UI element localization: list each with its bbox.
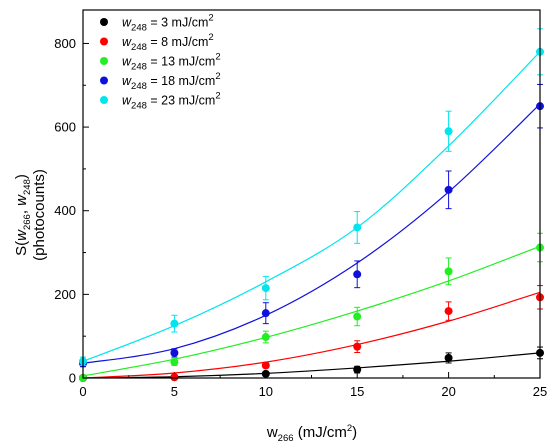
legend-entry: w248 = 18 mJ/cm2 [122,71,221,92]
data-point [353,270,362,279]
x-axis-label: w266 (mJ/cm2) [266,423,357,444]
data-point [170,348,179,357]
svg-text:(photocounts): (photocounts) [31,169,48,261]
data-point [444,127,453,136]
data-point [170,373,179,382]
fit-line [82,291,541,379]
data-point [353,365,362,374]
plot-frame [82,9,541,379]
data-point [444,353,453,362]
data-point [170,358,179,367]
legend-marker [100,18,108,26]
legend-marker [100,76,108,85]
legend-marker [100,57,108,65]
y-tick-label: 800 [54,36,76,51]
x-tick-label: 25 [533,384,547,399]
data-point [444,267,453,276]
y-tick-label: 0 [69,371,76,386]
y-tick-label: 200 [54,287,76,302]
y-tick-label: 400 [54,203,76,218]
y-axis-label: S(w266, w248) (photocounts) [13,169,48,261]
fit-line [82,352,541,379]
data-point [353,223,362,232]
legend-entry: w248 = 23 mJ/cm2 [122,91,221,112]
x-tick-label: 5 [171,384,178,399]
fit-line [82,245,541,377]
data-point [444,185,453,194]
data-point [353,312,362,321]
x-tick-label: 10 [259,384,273,399]
data-point [261,361,270,370]
legend-entry: w248 = 3 mJ/cm2 [122,13,214,34]
data-point [261,369,270,378]
data-point [261,309,270,318]
data-point [261,333,270,342]
y-tick-label: 600 [54,120,76,135]
data-point [170,319,179,328]
x-tick-label: 15 [350,384,364,399]
legend-marker [100,37,108,46]
data-point [261,284,270,293]
x-tick-label: 20 [441,384,455,399]
data-point [444,307,453,316]
legend-entry: w248 = 13 mJ/cm2 [122,52,221,73]
x-tick-label: 0 [79,384,86,399]
legend-entry: w248 = 8 mJ/cm2 [122,32,214,53]
fit-line [82,103,541,364]
svg-text:S(w266, w248): S(w266, w248) [13,174,33,256]
tick-labels: 0 5 10 15 20 25 0 200 400 600 800 [54,36,547,399]
data-point [353,342,362,351]
legend-marker [100,96,108,104]
